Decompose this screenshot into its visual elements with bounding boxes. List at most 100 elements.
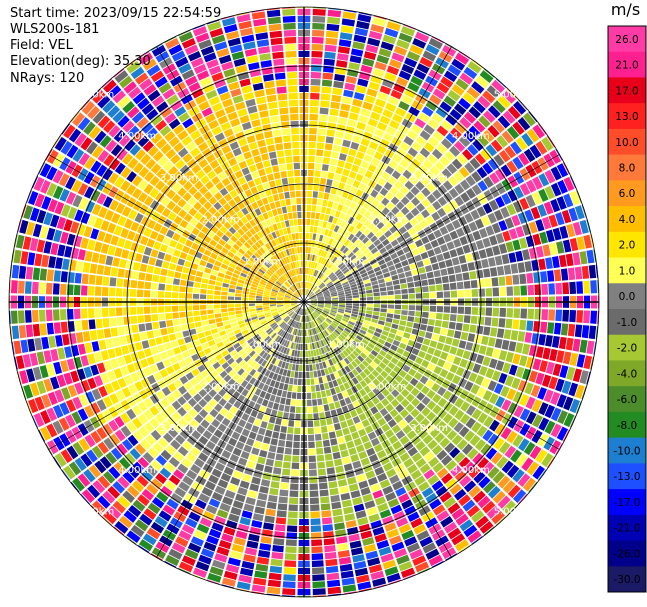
velocity-gate [430,239,439,248]
velocity-gate [330,438,338,446]
velocity-gate [574,384,585,399]
velocity-gate [485,225,495,236]
velocity-gate [331,94,342,103]
velocity-gate [287,326,292,333]
velocity-gate [80,493,90,505]
velocity-gate [179,318,187,325]
velocity-gate [415,440,426,451]
velocity-gate [355,382,363,391]
velocity-gate [334,317,342,322]
velocity-gate [415,135,427,147]
velocity-gate [254,89,265,98]
velocity-gate [586,249,595,264]
velocity-gate [229,406,238,415]
velocity-gate [297,308,301,314]
velocity-gate [113,129,126,143]
velocity-gate [454,122,467,134]
velocity-gate [419,273,428,280]
velocity-gate [146,64,161,77]
velocity-gate [241,34,255,44]
velocity-gate [288,248,293,255]
velocity-gate [318,234,324,242]
velocity-gate [448,175,459,187]
velocity-gate [425,379,435,389]
velocity-gate [230,506,242,516]
velocity-gate [349,343,357,350]
velocity-gate [325,328,331,335]
velocity-gate [160,184,171,195]
velocity-gate [477,279,485,288]
velocity-gate [171,542,186,554]
velocity-gate [292,385,298,392]
velocity-gate [495,396,506,408]
velocity-gate [326,336,332,343]
velocity-gate [264,262,271,269]
velocity-gate [118,515,133,529]
velocity-gate [192,26,208,37]
velocity-gate [384,341,392,349]
velocity-gate [373,307,380,312]
velocity-gate [316,308,323,312]
velocity-gate [453,421,464,433]
velocity-gate [434,277,442,285]
velocity-gate [335,166,344,175]
velocity-gate [345,307,352,311]
velocity-gate [316,318,322,324]
velocity-gate [280,322,286,328]
velocity-gate [532,358,542,371]
velocity-gate [519,408,531,421]
velocity-gate [294,336,298,343]
velocity-gate [492,490,506,504]
velocity-gate [182,192,192,202]
velocity-gate [336,218,343,227]
velocity-gate [428,136,440,148]
velocity-gate [149,417,160,429]
velocity-gate [386,572,401,583]
velocity-gate [496,456,509,469]
velocity-gate [208,389,217,398]
velocity-gate [410,517,423,529]
velocity-gate [105,338,114,349]
velocity-gate [316,142,325,150]
velocity-gate [351,368,359,377]
velocity-gate [325,136,334,144]
velocity-gate [198,398,208,408]
velocity-gate [346,177,355,186]
velocity-gate [491,317,499,327]
velocity-gate [229,44,243,54]
velocity-gate [341,205,349,214]
velocity-gate [321,164,329,172]
velocity-gate [344,365,351,373]
velocity-gate [493,437,505,450]
velocity-gate [312,320,316,328]
velocity-gate [357,355,365,363]
velocity-gate [393,510,406,521]
velocity-gate [293,293,299,298]
velocity-gate [352,308,359,312]
velocity-gate [60,449,73,464]
velocity-gate [357,78,369,87]
velocity-gate [227,357,235,365]
velocity-gate [409,217,419,227]
velocity-gate [487,380,497,392]
velocity-gate [538,188,549,202]
velocity-gate [28,190,39,206]
velocity-gate [50,242,59,256]
velocity-gate [358,450,368,460]
velocity-gate [233,400,242,409]
velocity-gate [423,142,435,153]
velocity-gate [336,536,348,544]
velocity-gate [214,553,228,563]
velocity-gate [164,131,176,142]
velocity-gate [149,199,160,210]
velocity-gate [329,312,336,317]
velocity-gate [391,424,402,434]
velocity-gate [543,389,554,403]
velocity-gate [427,439,438,450]
velocity-gate [523,441,536,456]
velocity-gate [341,18,356,27]
velocity-gate [33,412,45,428]
velocity-gate [387,234,396,243]
velocity-gate [288,311,294,316]
velocity-gate [552,363,562,377]
